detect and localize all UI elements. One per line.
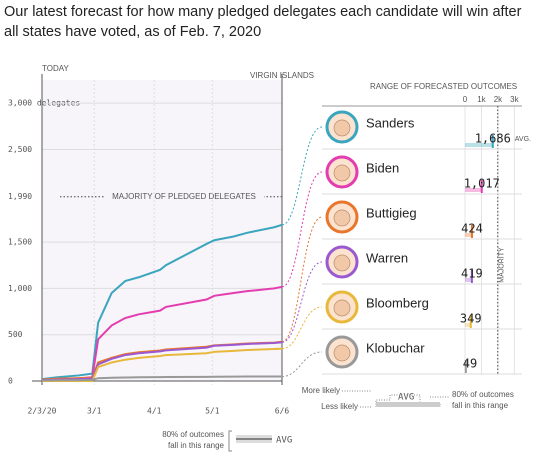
legend-sketch bbox=[342, 390, 450, 408]
avatar-face bbox=[333, 209, 351, 227]
x-tick-label: 6/6 bbox=[275, 407, 290, 416]
avg-label: 424 bbox=[461, 222, 483, 236]
avg-label: 1,686 bbox=[475, 132, 511, 146]
range-bar bbox=[465, 188, 482, 192]
avg-suffix: AVG. bbox=[515, 136, 531, 143]
connector bbox=[281, 351, 323, 377]
today-label: TODAY bbox=[42, 64, 69, 73]
avg-label: 1,017 bbox=[464, 177, 500, 191]
range-bar bbox=[465, 278, 472, 282]
avg-label: 419 bbox=[461, 267, 483, 281]
avg-label: 349 bbox=[460, 312, 482, 326]
legend-range-1: 80% of outcomes bbox=[452, 390, 514, 399]
series-line bbox=[42, 347, 283, 382]
majority-label: MAJORITY OF PLEDGED DELEGATES bbox=[112, 192, 256, 201]
y-tick-label: 1,990 bbox=[8, 192, 32, 201]
range-bar bbox=[465, 233, 472, 237]
series-line bbox=[41, 223, 283, 381]
series-line bbox=[41, 341, 283, 382]
panel-majority-label: MAJORITY bbox=[499, 247, 506, 283]
y-tick-label: 2,500 bbox=[8, 145, 32, 154]
panel-title: RANGE OF FORECASTED OUTCOMES bbox=[370, 82, 517, 91]
range-bar bbox=[465, 323, 471, 327]
bottom-avg: AVG bbox=[276, 436, 292, 446]
avg-label: 49 bbox=[463, 357, 477, 371]
series-line bbox=[41, 375, 282, 382]
bracket bbox=[228, 430, 232, 452]
legend-swatch bbox=[376, 402, 440, 407]
panel-tick-label: 0 bbox=[463, 95, 468, 104]
x-tick-label: 5/1 bbox=[205, 407, 220, 416]
candidate-name: Klobuchar bbox=[366, 340, 425, 355]
legend-avg: AVG bbox=[398, 393, 414, 403]
y-tick-label: 1,500 bbox=[8, 238, 32, 247]
avatar-face bbox=[333, 299, 351, 317]
y-tick-label: 1,000 bbox=[8, 284, 32, 293]
legend-more: More likely bbox=[302, 386, 340, 395]
legend-range-2: fall in this range bbox=[452, 401, 509, 410]
candidate-name: Biden bbox=[366, 160, 399, 175]
majority-label-bg bbox=[104, 190, 264, 203]
plot-bg bbox=[42, 80, 282, 381]
connector bbox=[281, 171, 323, 288]
x-tick-label: 3/1 bbox=[87, 407, 102, 416]
candidate-name: Buttigieg bbox=[366, 205, 417, 220]
avatar-face bbox=[333, 254, 351, 272]
chart-title: Our latest forecast for how many pledged… bbox=[4, 4, 522, 40]
avatar-face bbox=[333, 119, 351, 137]
connector bbox=[281, 216, 323, 343]
connector bbox=[281, 306, 323, 350]
panel-tick-label: 1k bbox=[477, 95, 486, 104]
x-tick-label: 2/3/20 bbox=[28, 407, 57, 416]
legend-less: Less likely bbox=[321, 402, 358, 411]
candidate-name: Sanders bbox=[366, 115, 415, 130]
panel-tick-label: 2k bbox=[494, 95, 503, 104]
avatar-face bbox=[333, 344, 351, 362]
panel-tick-label: 3k bbox=[510, 95, 519, 104]
avatar-face bbox=[333, 164, 351, 182]
candidate-name: Bloomberg bbox=[366, 295, 429, 310]
candidate-name: Warren bbox=[366, 250, 408, 265]
y-tick-label: 0 bbox=[8, 377, 13, 386]
range-bar bbox=[465, 143, 493, 147]
x-tick-label: 4/1 bbox=[147, 407, 162, 416]
y-tick-label: 500 bbox=[8, 330, 23, 339]
bottom-range-1: 80% of outcomes bbox=[162, 430, 224, 439]
bottom-range-2: fall in this range bbox=[168, 441, 225, 450]
